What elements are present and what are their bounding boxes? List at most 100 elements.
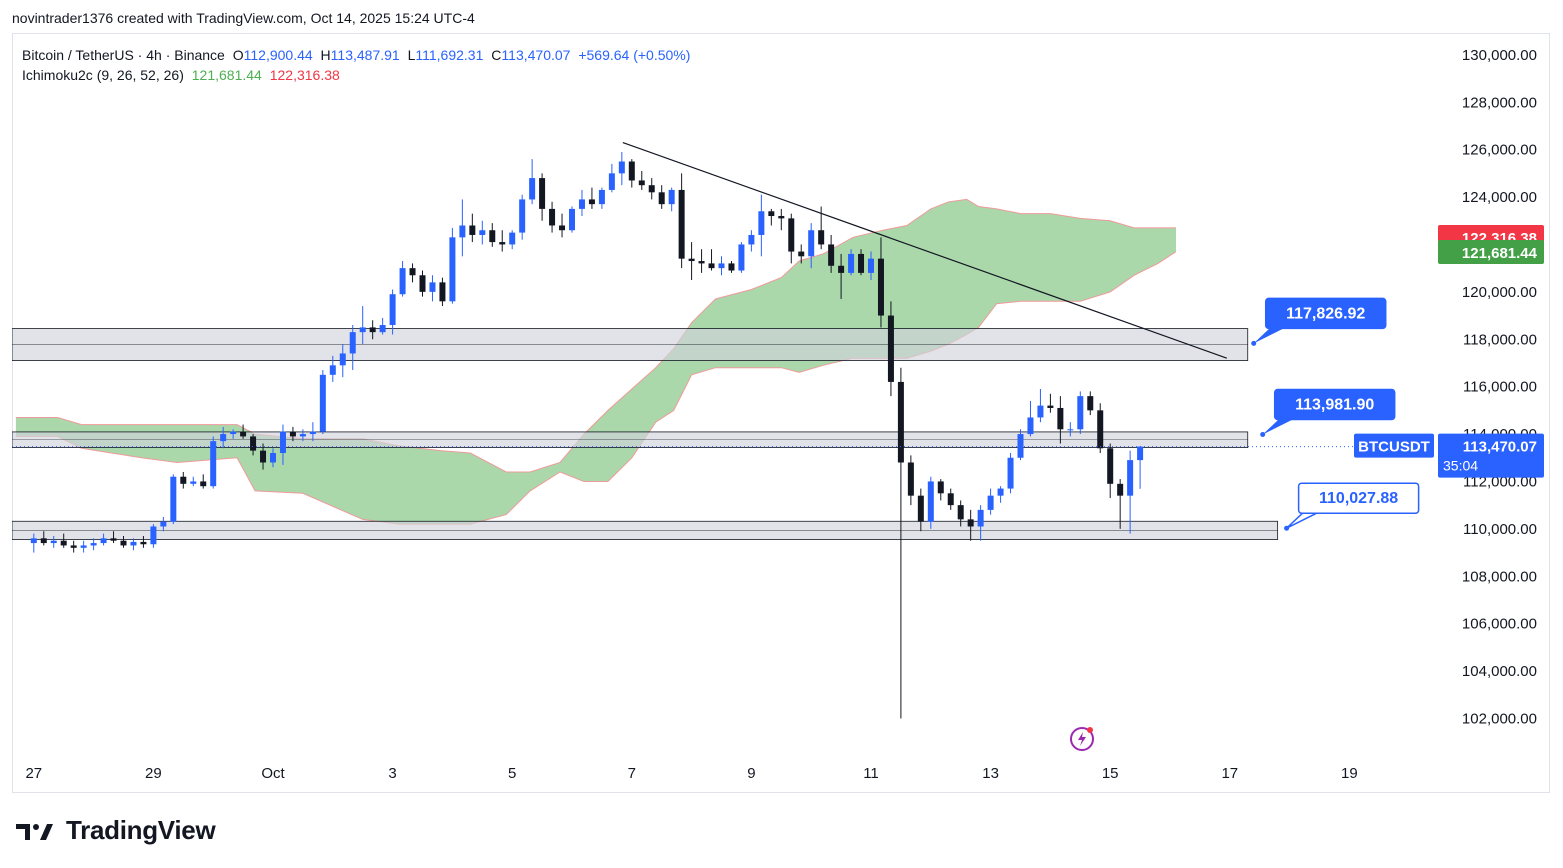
- candle: [987, 488, 994, 515]
- candle-body: [997, 488, 1004, 496]
- candle-body: [200, 481, 207, 487]
- candle: [439, 277, 446, 307]
- candle: [419, 270, 426, 297]
- candle-body: [429, 282, 436, 292]
- candle: [628, 159, 635, 188]
- candle: [210, 436, 217, 489]
- x-tick-label: 3: [388, 765, 396, 782]
- candle: [489, 223, 496, 247]
- candle-body: [688, 258, 695, 262]
- change-value: +569.64 (+0.50%): [578, 47, 691, 63]
- candle-body: [250, 436, 257, 451]
- candle-body: [329, 365, 336, 375]
- candle-body: [748, 234, 755, 245]
- y-tick-label: 124,000.00: [1462, 189, 1537, 206]
- candle: [110, 531, 117, 544]
- callout-box: [1264, 297, 1387, 330]
- candle: [60, 533, 67, 548]
- callout-anchor-dot: [1260, 431, 1266, 437]
- x-tick-label: 15: [1102, 765, 1119, 782]
- candle-body: [359, 327, 366, 333]
- candle-body: [578, 199, 585, 209]
- candle-body: [210, 441, 217, 487]
- candle-body: [778, 216, 785, 219]
- candle-body: [1047, 405, 1054, 408]
- candle-body: [718, 263, 725, 269]
- candle-body: [658, 192, 665, 205]
- candle: [808, 223, 815, 269]
- candle: [190, 476, 197, 487]
- candle: [279, 424, 286, 465]
- candle: [170, 474, 177, 525]
- lightning-icon[interactable]: [1069, 725, 1097, 753]
- candle: [718, 256, 725, 276]
- candle: [698, 249, 705, 273]
- candle: [449, 227, 456, 304]
- candle: [539, 173, 546, 221]
- low-number: 111,692.31: [415, 47, 484, 63]
- candle-body: [1117, 483, 1124, 496]
- candle: [499, 230, 506, 252]
- candle: [608, 163, 615, 193]
- candle-body: [230, 431, 237, 435]
- candle-body: [987, 495, 994, 510]
- candle: [409, 263, 416, 283]
- last-price-label: 113,470.07: [1463, 439, 1537, 456]
- candle: [40, 531, 47, 546]
- candle-body: [698, 261, 705, 264]
- bar-countdown: 35:04: [1443, 458, 1478, 474]
- candle: [80, 540, 87, 553]
- candle: [688, 242, 695, 280]
- candle-body: [50, 540, 57, 544]
- candle-body: [120, 540, 127, 546]
- candle: [180, 471, 187, 489]
- candle: [1057, 396, 1064, 444]
- x-tick-label: 27: [25, 765, 42, 782]
- axis-price-badge: 121,681.44: [1438, 239, 1544, 264]
- tradingview-logo[interactable]: TradingView: [16, 815, 216, 846]
- candle: [748, 230, 755, 252]
- candle: [648, 178, 655, 200]
- y-tick-label: 102,000.00: [1462, 710, 1537, 727]
- candle-body: [529, 178, 536, 200]
- candle: [947, 488, 954, 510]
- candle: [1047, 393, 1054, 413]
- indicator-name[interactable]: Ichimoku2c (9, 26, 52, 26): [22, 67, 184, 83]
- candle: [768, 208, 775, 226]
- candle: [339, 343, 346, 378]
- candle: [459, 199, 466, 257]
- candle-body: [90, 543, 97, 546]
- trendline: [622, 141, 1228, 359]
- high-value: H113,487.91: [321, 47, 400, 63]
- indicator-row: Ichimoku2c (9, 26, 52, 26) 121,681.44 12…: [22, 65, 694, 85]
- candle: [469, 213, 476, 243]
- candle-body: [1087, 396, 1094, 411]
- candle: [529, 159, 536, 205]
- candle: [1087, 391, 1094, 416]
- candle: [250, 434, 257, 456]
- candle: [569, 206, 575, 233]
- candle: [618, 152, 625, 186]
- candle: [30, 533, 37, 553]
- candle-body: [887, 315, 894, 382]
- candle-body: [319, 374, 326, 432]
- candle: [738, 242, 745, 273]
- symbol-tag-bg: [1354, 433, 1434, 458]
- candle-body: [608, 173, 615, 190]
- candle: [120, 535, 127, 548]
- indicator-value-1: 121,681.44: [191, 67, 262, 83]
- candle: [230, 429, 237, 439]
- callout-box: [1273, 388, 1396, 421]
- symbol-line[interactable]: Bitcoin / TetherUS · 4h · Binance: [22, 47, 225, 63]
- candle-body: [220, 434, 227, 442]
- callout-box: [1297, 482, 1420, 514]
- price-chart[interactable]: 130,000.00 128,000.00 126,000.00 124,000.00…: [12, 33, 1550, 793]
- candle-body: [489, 230, 496, 243]
- candle-body: [588, 199, 595, 205]
- candle-body: [1057, 407, 1064, 430]
- created-by-header: novintrader1376 created with TradingView…: [12, 10, 475, 26]
- high-number: 113,487.91: [330, 47, 400, 63]
- candle-body: [519, 199, 526, 233]
- candle: [140, 535, 147, 548]
- tradingview-wordmark: TradingView: [66, 815, 216, 845]
